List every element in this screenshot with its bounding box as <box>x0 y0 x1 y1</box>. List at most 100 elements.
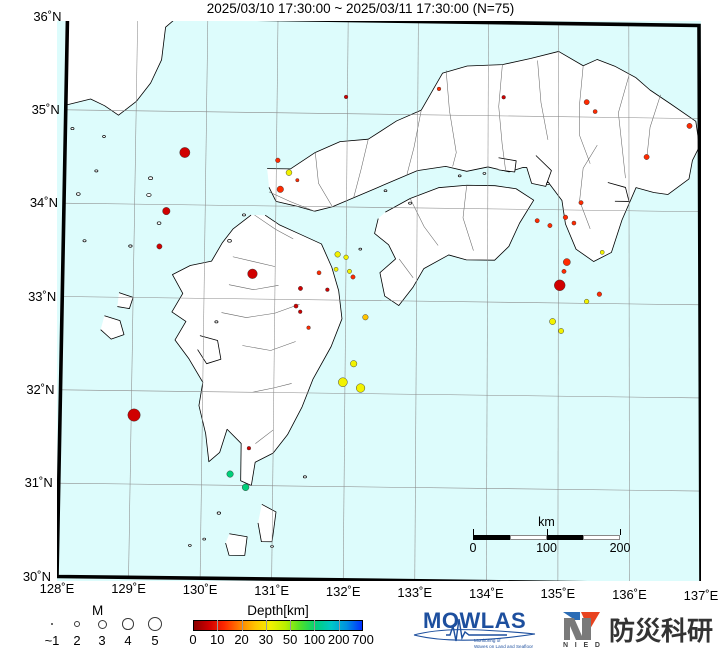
latitude-tick-label: 31˚N <box>24 475 53 491</box>
earthquake-marker <box>275 157 281 163</box>
earthquake-marker <box>592 109 598 114</box>
scale-bar-tick <box>546 529 548 535</box>
earthquake-marker <box>295 178 300 183</box>
magnitude-legend-label: 4 <box>124 633 132 648</box>
depth-colorbar-label: 50 <box>282 632 298 647</box>
earthquake-marker <box>549 318 556 325</box>
depth-colorbar-tick <box>265 620 267 631</box>
latitude-tick-label: 35˚N <box>31 101 60 117</box>
earthquake-marker <box>643 154 650 160</box>
earthquake-marker <box>558 328 564 334</box>
earthquake-marker <box>226 470 234 478</box>
earthquake-marker <box>246 446 252 451</box>
depth-colorbar <box>193 620 363 631</box>
earthquake-marker <box>298 286 303 291</box>
longitude-tick-label: 133˚E <box>397 584 433 600</box>
latitude-tick-label: 33˚N <box>28 288 57 304</box>
magnitude-legend-circle <box>147 616 163 632</box>
earthquake-marker <box>293 303 299 309</box>
earthquake-marker <box>563 258 571 266</box>
earthquake-marker <box>350 360 358 368</box>
nied-logo: N I E D <box>560 609 608 649</box>
earthquake-marker <box>561 268 567 274</box>
hypocenter-map[interactable] <box>57 21 701 581</box>
earthquake-marker <box>247 268 258 279</box>
latitude-tick-label: 30˚N <box>22 568 51 584</box>
longitude-tick-label: 134˚E <box>468 585 504 601</box>
map-canvas <box>57 21 701 581</box>
depth-colorbar-label: 30 <box>258 632 274 647</box>
magnitude-legend-circle <box>74 621 80 627</box>
depth-colorbar-label: 700 <box>352 632 374 647</box>
earthquake-marker <box>554 279 566 291</box>
latitude-tick-label: 36˚N <box>33 8 62 24</box>
latitude-tick-label: 34˚N <box>29 195 58 211</box>
scale-bar-unit: km <box>538 515 555 529</box>
depth-colorbar-tick <box>241 620 243 631</box>
earthquake-marker <box>599 250 605 255</box>
svg-text:MOWLAS: MOWLAS <box>423 608 526 633</box>
earthquake-marker <box>584 298 590 305</box>
earthquake-marker <box>333 267 339 272</box>
earthquake-marker <box>343 254 349 260</box>
earthquake-marker <box>276 185 284 193</box>
depth-colorbar-label: 20 <box>234 632 249 647</box>
earthquake-marker <box>571 220 577 226</box>
scale-bar-segment <box>473 535 510 540</box>
depth-colorbar-tick <box>338 620 340 631</box>
scale-bar-segment <box>546 535 584 540</box>
depth-colorbar-label: 100 <box>303 632 326 647</box>
depth-colorbar-label: 10 <box>210 632 225 647</box>
longitude-tick-label: 129˚E <box>111 581 146 597</box>
depth-colorbar-tick <box>290 620 292 631</box>
depth-colorbar-label: 200 <box>327 632 350 647</box>
scale-bar-segment <box>509 535 547 540</box>
earthquake-marker <box>436 86 442 91</box>
earthquake-marker <box>583 99 590 106</box>
earthquake-marker <box>596 291 602 297</box>
earthquake-marker <box>127 408 141 422</box>
magnitude-legend-circle <box>97 619 107 629</box>
magnitude-legend-label: ~1 <box>44 633 60 648</box>
depth-colorbar-label: 0 <box>189 632 197 647</box>
magnitude-legend-label: 2 <box>73 633 81 648</box>
svg-text:Monitoring of: Monitoring of <box>474 638 501 643</box>
earthquake-marker <box>156 243 163 250</box>
earthquake-marker <box>285 169 293 176</box>
svg-text:Waves on Land and Seafloor: Waves on Land and Seafloor <box>474 644 534 649</box>
nied-japanese-name: 防災科研 <box>609 617 714 647</box>
depth-colorbar-tick <box>217 620 219 631</box>
longitude-tick-label: 136˚E <box>612 587 647 603</box>
scale-bar-tick <box>620 529 621 535</box>
page-title: 2025/03/10 17:30:00 ~ 2025/03/11 17:30:0… <box>206 1 515 16</box>
earthquake-marker <box>350 274 356 280</box>
latitude-tick-label: 32˚N <box>26 381 55 397</box>
earthquake-marker <box>501 95 506 100</box>
longitude-tick-label: 128˚E <box>39 580 75 596</box>
earthquake-marker <box>578 200 584 206</box>
longitude-tick-label: 132˚E <box>325 583 361 599</box>
earthquake-marker <box>241 483 250 491</box>
earthquake-marker <box>547 223 553 228</box>
scale-bar-label: 100 <box>536 541 557 555</box>
earthquake-marker <box>162 207 171 216</box>
magnitude-legend-circle <box>50 622 54 626</box>
mowlas-logo: MOWLAS Monitoring of Waves on Land and S… <box>412 608 537 650</box>
earthquake-marker <box>334 251 341 258</box>
earthquake-marker <box>362 314 369 321</box>
earthquake-marker <box>343 94 349 100</box>
earthquake-marker <box>347 268 352 274</box>
earthquake-marker <box>325 287 330 292</box>
magnitude-legend-label: 3 <box>98 633 106 648</box>
earthquake-marker <box>562 214 569 220</box>
earthquake-marker <box>686 123 693 129</box>
svg-text:N I E D: N I E D <box>563 642 602 649</box>
longitude-tick-label: 135˚E <box>540 586 576 602</box>
magnitude-legend-label: 5 <box>151 633 159 648</box>
earthquake-marker <box>534 218 540 224</box>
magnitude-legend-circle <box>122 618 134 630</box>
longitude-tick-label: 130˚E <box>182 582 218 598</box>
earthquake-marker <box>306 325 311 330</box>
earthquake-marker <box>298 309 303 314</box>
earthquake-marker <box>179 147 191 158</box>
